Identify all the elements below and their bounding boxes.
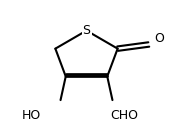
Text: HO: HO [21,109,41,122]
Text: O: O [154,32,164,45]
Text: S: S [83,24,90,37]
Text: CHO: CHO [111,109,139,122]
